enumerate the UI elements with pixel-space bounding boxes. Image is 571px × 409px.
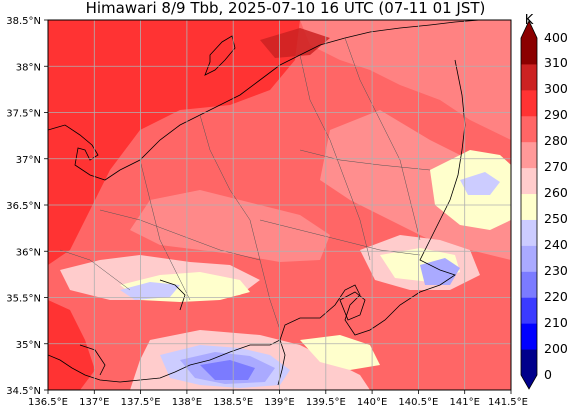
colorbar-swatch xyxy=(521,245,537,272)
colorbar-tick: 270 xyxy=(544,159,568,174)
lon-tick: 138.5°E xyxy=(213,397,253,408)
colorbar-swatch xyxy=(521,167,537,195)
colorbar-tick: 400 xyxy=(544,30,568,45)
colorbar-tick: 280 xyxy=(544,133,568,148)
lon-tick: 139°E xyxy=(264,397,294,408)
lat-tick: 36.5°N xyxy=(6,201,41,212)
lon-tick: 137°E xyxy=(79,397,109,408)
map-title: Himawari 8/9 Tbb, 2025-07-10 16 UTC (07-… xyxy=(85,0,486,17)
lon-tick: 136.5°E xyxy=(28,397,68,408)
colorbar-swatch xyxy=(521,115,537,143)
colorbar-swatch xyxy=(521,38,537,65)
colorbar-tick: 300 xyxy=(544,81,568,96)
colorbar-tick: 200 xyxy=(544,341,568,356)
lat-tick: 36°N xyxy=(16,247,41,258)
lon-tick: 141.5°E xyxy=(488,397,528,408)
lat-tick-labels: 38.5°N 38°N 37.5°N 37°N 36.5°N 36°N 35.5… xyxy=(6,16,41,397)
colorbar-tick: 310 xyxy=(544,55,568,70)
colorbar-tick: 220 xyxy=(544,289,568,304)
lat-tick: 38°N xyxy=(16,62,41,73)
lon-tick: 138°E xyxy=(172,397,202,408)
colorbar-tick: 0 xyxy=(544,367,552,382)
colorbar-swatch xyxy=(521,89,537,117)
colorbar-swatch xyxy=(521,141,537,169)
colorbar-tick: 210 xyxy=(544,315,568,330)
colorbar: K 400 310 300 290 280 270 260 250 240 23… xyxy=(520,13,568,390)
lat-tick: 38.5°N xyxy=(6,16,41,27)
colorbar-tick: 250 xyxy=(544,211,568,226)
lon-tick: 137.5°E xyxy=(121,397,161,408)
lat-tick: 37°N xyxy=(16,155,41,166)
colorbar-swatch xyxy=(521,323,537,350)
lon-tick: 140°E xyxy=(357,397,387,408)
colorbar-swatch xyxy=(521,63,537,91)
colorbar-swatch xyxy=(521,297,537,324)
lon-tick: 139.5°E xyxy=(306,397,346,408)
lat-tick: 37.5°N xyxy=(6,109,41,120)
colorbar-tick: 290 xyxy=(544,107,568,122)
lon-tick: 140.5°E xyxy=(398,397,438,408)
graticule xyxy=(48,20,511,390)
colorbar-swatch xyxy=(521,271,537,298)
colorbar-extend-bottom xyxy=(521,375,537,389)
prefecture-boundaries xyxy=(59,37,431,331)
colorbar-extend-top xyxy=(521,21,537,38)
colorbar-unit: K xyxy=(525,13,534,28)
lat-tick: 35.5°N xyxy=(6,294,41,305)
lat-tick: 35°N xyxy=(16,340,41,351)
lat-tick: 34.5°N xyxy=(6,386,41,397)
colorbar-tick: 260 xyxy=(544,185,568,200)
lon-tick: 141°E xyxy=(449,397,479,408)
colorbar-tick: 240 xyxy=(544,237,568,252)
colorbar-swatches xyxy=(520,20,538,390)
colorbar-swatch xyxy=(521,349,537,376)
colorbar-swatch xyxy=(521,219,537,246)
colorbar-tick: 230 xyxy=(544,263,568,278)
colorbar-tick-labels: 400 310 300 290 280 270 260 250 240 230 … xyxy=(544,30,568,382)
colorbar-swatch xyxy=(521,193,537,220)
lon-tick-labels: 136.5°E 137°E 137.5°E 138°E 138.5°E 139°… xyxy=(28,397,528,408)
colorbar-outline xyxy=(520,20,538,390)
